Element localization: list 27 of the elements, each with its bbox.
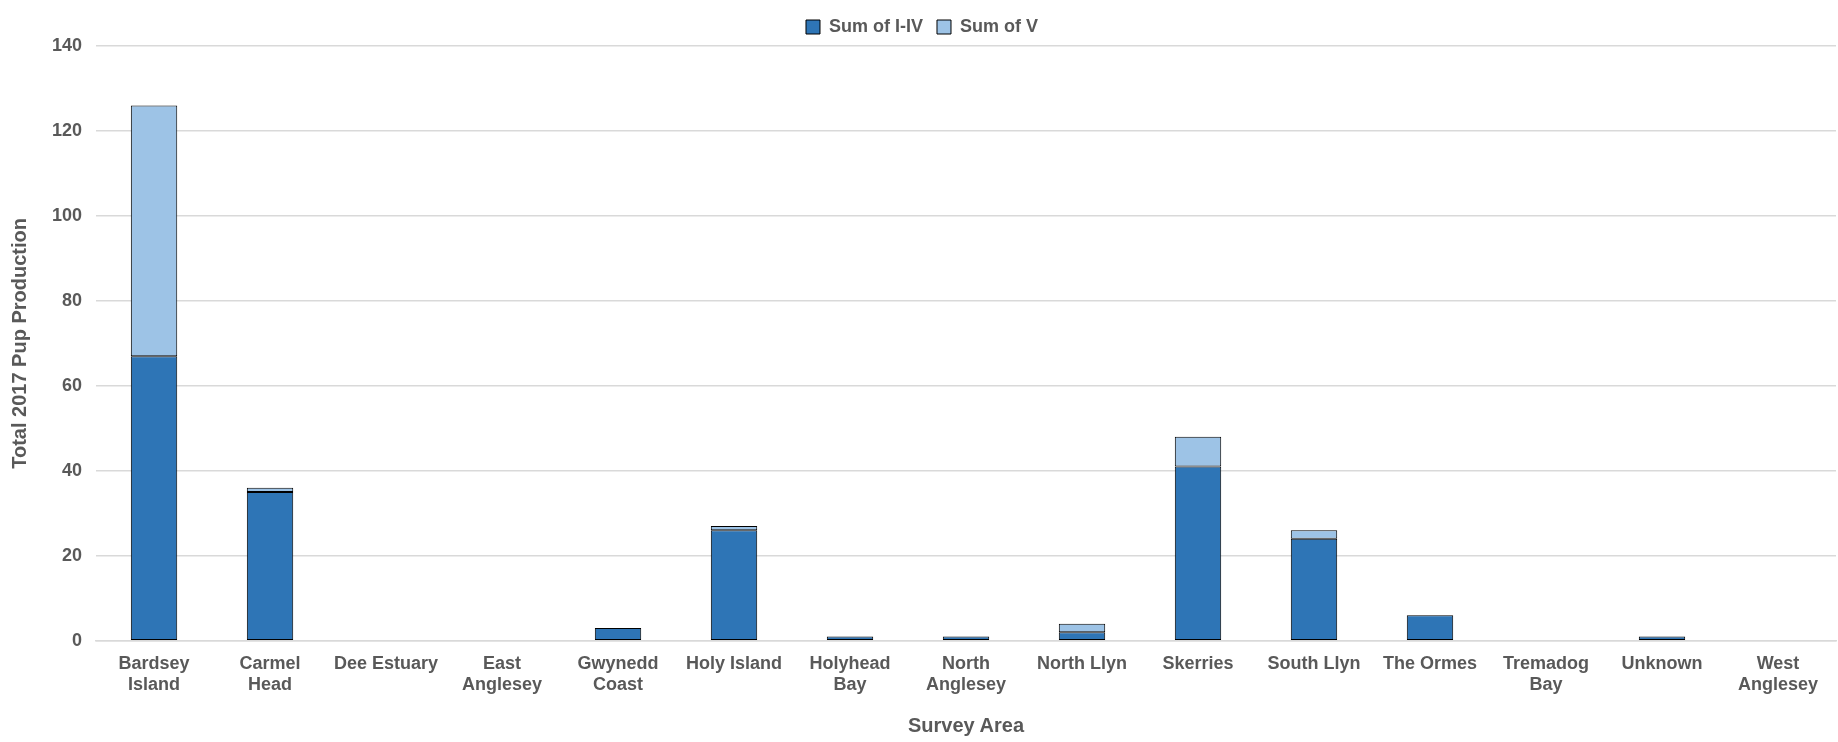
x-tick-label: North Llyn <box>1037 652 1128 673</box>
x-tick-label: West Anglesey <box>1737 652 1819 695</box>
x-tick-label: Bardsey Island <box>118 652 190 695</box>
x-tick-label: Skerries <box>1162 652 1234 673</box>
y-tick-label: 120 <box>51 119 83 140</box>
y-tick-label: 140 <box>51 34 83 55</box>
x-tick-label: South Llyn <box>1267 652 1361 673</box>
x-tick-label: Gwynedd Coast <box>577 652 659 695</box>
x-tick-label: Tremadog Bay <box>1502 652 1590 695</box>
y-tick-label: 60 <box>62 374 83 395</box>
x-axis-title: Survey Area <box>908 713 1025 736</box>
legend-label: Sum of V <box>960 15 1039 36</box>
x-tick-label: Dee Estuary <box>334 652 439 673</box>
x-tick-label: Holy Island <box>686 652 783 673</box>
y-tick-label: 80 <box>62 289 83 310</box>
x-tick-label: The Ormes <box>1382 652 1478 673</box>
y-tick-label: 20 <box>62 544 83 565</box>
x-tick-label: Holyhead Bay <box>809 652 891 695</box>
y-tick-label: 0 <box>72 629 83 650</box>
x-tick-label: East Anglesey <box>462 652 543 695</box>
y-tick-label: 100 <box>51 204 83 225</box>
x-tick-label: Unknown <box>1621 652 1703 673</box>
y-tick-label: 40 <box>62 459 83 480</box>
y-axis-title: Total 2017 Pup Production <box>7 218 30 469</box>
x-tick-label: North Anglesey <box>925 652 1007 695</box>
legend-label: Sum of I-IV <box>829 15 923 36</box>
x-tick-label: Carmel Head <box>239 652 301 695</box>
